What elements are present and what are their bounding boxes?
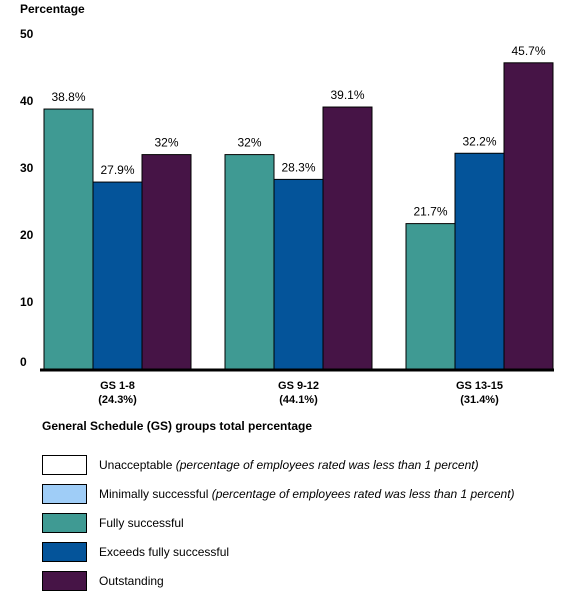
legend-item: Minimally successful (percentage of empl… [42, 484, 567, 504]
x-category-label: GS 9-12 [278, 380, 319, 392]
legend-name: Minimally successful [99, 487, 209, 501]
bar-value-label: 38.8% [51, 90, 85, 104]
legend-name: Fully successful [99, 516, 184, 530]
legend-swatch [42, 571, 87, 591]
x-axis-title: General Schedule (GS) groups total perce… [42, 419, 313, 433]
legend-swatch [42, 455, 87, 475]
legend-name: Exceeds fully successful [99, 545, 230, 559]
bar-value-label: 27.9% [100, 163, 134, 177]
legend-note: (percentage of employees rated was less … [175, 458, 479, 472]
bar [405, 223, 456, 370]
x-category-share: (24.3%) [98, 394, 137, 406]
x-category-share: (31.4%) [460, 394, 499, 406]
bar-value-label: 21.7% [413, 205, 447, 219]
y-tick-label: 50 [20, 27, 34, 41]
y-tick-label: 0 [20, 355, 27, 369]
legend-swatch [42, 542, 87, 562]
bar [503, 62, 554, 370]
legend-item: Unacceptable (percentage of employees ra… [42, 455, 567, 475]
bar-value-label: 39.1% [330, 88, 364, 102]
x-category-share: (44.1%) [279, 394, 318, 406]
bar [43, 108, 94, 370]
legend: Unacceptable (percentage of employees ra… [42, 455, 567, 600]
x-category-label: GS 13-15 [456, 380, 503, 392]
bar-value-label: 28.3% [281, 160, 315, 174]
y-tick-label: 40 [20, 94, 34, 108]
bar-chart: Percentage 0 10 20 30 40 50 38.8% 27.9% 32% 32% 2… [20, 2, 554, 406]
legend-item: Outstanding [42, 571, 567, 591]
bar [454, 152, 505, 370]
legend-name: Unacceptable [99, 458, 173, 472]
bar [322, 106, 373, 370]
bar [224, 154, 275, 370]
y-tick-label: 30 [20, 161, 34, 175]
bar-value-label: 45.7% [511, 44, 545, 58]
legend-label: Outstanding [99, 574, 164, 588]
bar-value-label: 32.2% [462, 134, 496, 148]
bar [273, 178, 324, 370]
legend-label: Minimally successful (percentage of empl… [99, 487, 515, 501]
bar [92, 181, 143, 370]
legend-label: Unacceptable (percentage of employees ra… [99, 458, 479, 472]
legend-label: Fully successful [99, 516, 184, 530]
x-category-label: GS 1-8 [100, 380, 135, 392]
bar [141, 154, 192, 370]
bar-value-label: 32% [237, 136, 261, 150]
legend-item: Fully successful [42, 513, 567, 533]
y-axis-label: Percentage [20, 2, 85, 16]
legend-item: Exceeds fully successful [42, 542, 567, 562]
y-tick-label: 20 [20, 228, 34, 242]
legend-label: Exceeds fully successful [99, 545, 229, 559]
bar-value-label: 32% [154, 136, 178, 150]
legend-swatch [42, 513, 87, 533]
y-tick-label: 10 [20, 295, 34, 309]
legend-note: (percentage of employees rated was less … [211, 487, 515, 501]
legend-swatch [42, 484, 87, 504]
legend-name: Outstanding [99, 574, 164, 588]
